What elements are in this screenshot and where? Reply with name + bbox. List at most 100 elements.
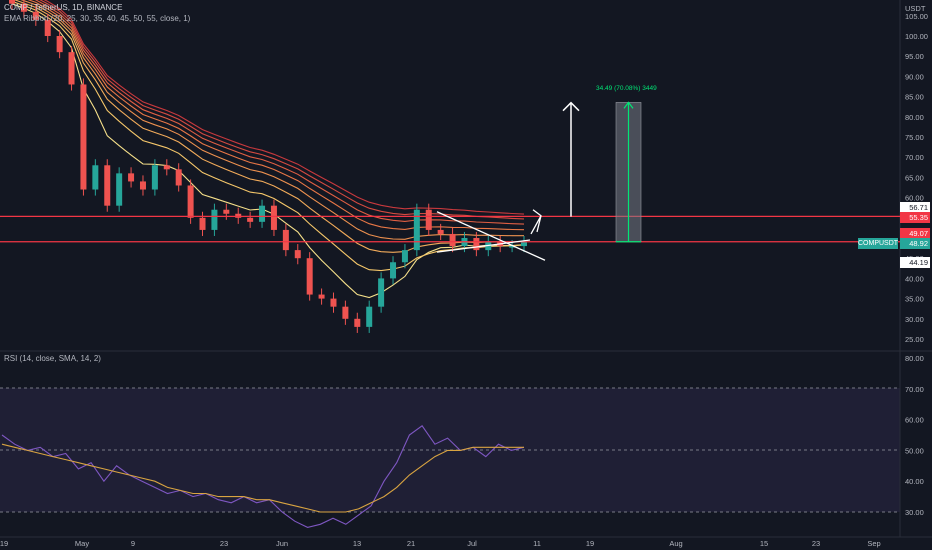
ema-ribbon-line	[39, 0, 525, 220]
ema-ribbon-line	[27, 0, 525, 231]
price-tick-label: 90.00	[905, 72, 924, 81]
candle-body	[211, 209, 218, 230]
time-tick-label: 19	[0, 539, 8, 548]
rsi-ma-line	[1, 443, 524, 513]
price-tick-label: 100.00	[905, 32, 928, 41]
ema-ribbon-line	[11, 0, 525, 272]
candle-body	[56, 36, 63, 53]
time-tick-label: 13	[353, 539, 361, 548]
time-tick-label: 9	[131, 539, 135, 548]
candle-body	[9, 0, 15, 4]
candle-body	[390, 262, 397, 279]
rsi-pane	[0, 350, 900, 535]
price-tag-56: 56.71	[900, 202, 930, 213]
candle-body	[449, 233, 456, 247]
candle-body	[139, 181, 146, 190]
price-tick-label: 25.00	[905, 335, 924, 344]
candle-body	[116, 173, 123, 206]
candle-body	[282, 229, 289, 251]
measure-arrow-icon	[623, 101, 634, 109]
candle-body	[20, 3, 27, 12]
candle-body	[270, 205, 277, 230]
time-tick-label: 19	[586, 539, 594, 548]
ema-ribbon-line	[43, 0, 525, 215]
price-tick-label: 85.00	[905, 93, 924, 102]
price-tick-label: 70.00	[905, 153, 924, 162]
price-tick-label: 95.00	[905, 52, 924, 61]
time-tick-label: 15	[760, 539, 768, 548]
rsi-tick-label: 50.00	[905, 446, 924, 455]
ema-ribbon-line	[20, 0, 524, 240]
candle-body	[425, 209, 432, 230]
price-tick-label: 105.00	[905, 12, 928, 21]
candle-body	[128, 173, 135, 182]
candle-body	[259, 205, 266, 222]
candle-body	[473, 238, 480, 251]
drawings	[436, 101, 642, 261]
arrow-up-icon	[562, 101, 580, 112]
price-tick-label: 30.00	[905, 315, 924, 324]
candle-body	[378, 278, 385, 307]
candle-body	[247, 217, 254, 222]
price-tick-label: 60.00	[905, 194, 924, 203]
candle-body	[199, 217, 206, 230]
axes: 105.00 100.00 95.00 90.00 85.00 80.00 75.00 70.…	[0, 12, 928, 548]
candle-body	[330, 298, 337, 307]
time-tick-label: 21	[407, 539, 415, 548]
price-tick-label: 65.00	[905, 173, 924, 182]
candle-body	[509, 246, 516, 248]
rsi-tick-label: 70.00	[905, 385, 924, 394]
candle-body	[32, 11, 39, 20]
candle-body	[235, 213, 242, 218]
rsi-tick-label: 60.00	[905, 416, 924, 425]
rsi-tick-label: 80.00	[905, 354, 924, 363]
time-tick-label: Jun	[276, 539, 288, 548]
ema-ribbon	[11, 0, 525, 299]
triangle-upper-line	[436, 211, 546, 261]
time-tick-label: Sep	[867, 539, 880, 548]
ema-ribbon-line	[13, 0, 525, 253]
time-tick-label: Jul	[467, 539, 477, 548]
ema-ribbon-line	[34, 0, 525, 225]
candle-body	[354, 318, 361, 327]
symbol-tag: COMPUSDT	[858, 238, 899, 249]
price-tag-49: 49.07	[900, 228, 930, 239]
candle-body	[151, 165, 158, 190]
price-tick-label: 80.00	[905, 113, 924, 122]
triangle-lower-line	[436, 239, 531, 253]
rsi-line	[1, 425, 525, 528]
candle-body	[68, 52, 75, 85]
candle-body	[223, 209, 230, 214]
measure-label: 34.49 (70.08%) 3449	[596, 85, 657, 92]
candle-body	[413, 209, 420, 251]
price-tag-55: 55.35	[900, 212, 930, 223]
candle-body	[163, 165, 170, 170]
price-pane	[0, 0, 900, 350]
rsi-lines	[1, 425, 525, 528]
currency-label: USDT	[905, 4, 926, 13]
candle-body	[342, 306, 349, 319]
candle-body	[294, 250, 301, 259]
candle-body	[318, 294, 325, 299]
small-arrow-icon	[530, 209, 542, 235]
candle-body	[366, 306, 373, 327]
time-tick-label: Aug	[669, 539, 682, 548]
candle-body	[521, 242, 527, 247]
time-tick-label: May	[75, 539, 89, 548]
candle-body	[437, 229, 444, 234]
indicator-title: EMA Ribbon (20, 25, 30, 35, 40, 45, 50, …	[4, 14, 191, 23]
price-tick-label: 35.00	[905, 295, 924, 304]
candle-body	[187, 185, 194, 218]
price-tag-last: 48.92	[900, 238, 930, 249]
ema-ribbon-line	[11, 3, 525, 299]
candle-body	[92, 165, 99, 190]
rsi-tick-label: 40.00	[905, 477, 924, 486]
time-tick-label: 23	[220, 539, 228, 548]
sr-levels	[0, 215, 900, 243]
price-tag-44: 44.19	[900, 257, 930, 268]
candle-body	[80, 84, 87, 190]
time-tick-label: 23	[812, 539, 820, 548]
rsi-title: RSI (14, close, SMA, 14, 2)	[4, 354, 101, 363]
